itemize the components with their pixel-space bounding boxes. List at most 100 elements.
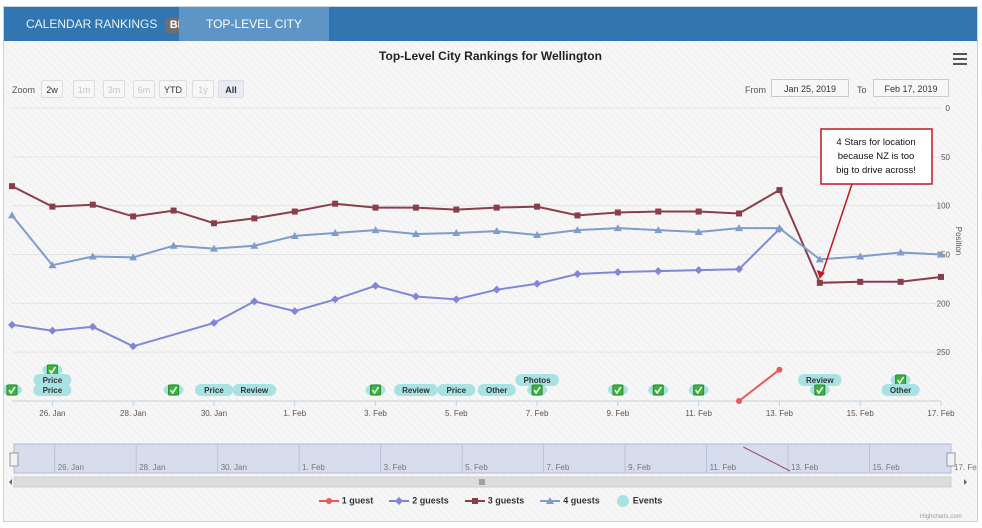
event-flag	[648, 384, 669, 396]
series-line	[12, 228, 781, 348]
x-tick-label: 1. Feb	[283, 409, 306, 418]
legend-symbol	[464, 498, 485, 504]
event-flag: Price	[437, 384, 476, 396]
data-point	[89, 201, 96, 208]
data-point	[613, 224, 622, 232]
event-flag	[809, 384, 830, 396]
event-check-box	[652, 384, 664, 396]
data-point	[492, 227, 501, 235]
x-tick-label: 15. Feb	[847, 409, 875, 418]
chart-legend: 1 guest 2 guests 3 guests 4 guests Events	[4, 495, 977, 507]
zoom-ytd-button[interactable]: YTD	[159, 80, 187, 98]
data-point	[291, 208, 298, 215]
zoom-2w-button[interactable]: 2w	[41, 80, 63, 98]
y-tick-label: 100	[937, 202, 951, 211]
from-date-input[interactable]: Jan 25, 2019	[771, 79, 849, 97]
x-tick-label: 9. Feb	[607, 409, 630, 418]
data-point	[371, 281, 380, 290]
tab-top-level-city-rankings[interactable]: TOP-LEVEL CITY RANKINGS	[179, 7, 329, 65]
callout-text-line: big to drive across!	[836, 165, 916, 176]
x-tick-label: 7. Feb	[526, 409, 549, 418]
event-check-box	[612, 384, 624, 396]
data-point	[411, 229, 420, 237]
zoom-6m-button[interactable]: 6m	[133, 80, 155, 98]
legend-item[interactable]: 1 guest	[318, 495, 373, 507]
event-flag-label: Other	[486, 386, 507, 395]
data-point	[574, 212, 581, 219]
event-flag-bubble	[798, 374, 842, 386]
callout-arrow	[821, 183, 853, 276]
y-tick-label: 200	[937, 299, 951, 308]
legend-symbol	[389, 497, 410, 505]
data-point	[412, 204, 419, 211]
navigator-left-handle[interactable]	[9, 452, 19, 467]
data-point	[130, 213, 137, 220]
data-point	[452, 229, 461, 237]
credits-link[interactable]: Highcharts.com	[920, 514, 962, 520]
data-point	[654, 226, 663, 234]
data-point	[9, 183, 15, 190]
scroll-left-arrow-icon	[9, 479, 12, 485]
chart-svg: 0 50 100 150 200 250 Position 26. Jan 28. Jan 30.…	[4, 104, 977, 488]
tab-label: CALENDAR RANKINGS	[26, 17, 158, 31]
hamburger-menu-icon[interactable]	[953, 53, 967, 65]
event-flag: Other	[477, 384, 516, 396]
event-flag-bubble	[515, 374, 559, 386]
event-flag: Price	[33, 384, 72, 396]
navigator-tick-label: 9. Feb	[628, 463, 651, 472]
legend-item[interactable]: Events	[616, 495, 663, 507]
navigator-tick-label: 3. Feb	[384, 463, 407, 472]
event-flag-label: Other	[890, 386, 911, 395]
data-point	[250, 297, 259, 306]
to-label: To	[857, 85, 867, 95]
event-flag: Photos	[515, 374, 559, 386]
chart-title: Top-Level City Rankings for Wellington	[379, 49, 602, 63]
zoom-3m-button[interactable]: 3m	[103, 80, 125, 98]
event-flag	[163, 384, 184, 396]
navigator-tick-label: 26. Jan	[58, 463, 84, 472]
event-flag: Price	[33, 374, 72, 386]
zoom-all-button[interactable]: All	[218, 80, 244, 98]
data-point	[614, 209, 621, 216]
navigator-tick-label: 11. Feb	[710, 463, 737, 472]
y-axis-label: Position	[954, 227, 963, 255]
legend-label: Events	[632, 495, 663, 506]
check-icon	[169, 386, 178, 395]
zoom-label: Zoom	[12, 85, 36, 95]
legend-label: 3 guests	[487, 495, 525, 506]
legend-label: 4 guests	[563, 495, 600, 506]
from-label: From	[745, 85, 766, 95]
legend-item[interactable]: 4 guests	[540, 495, 600, 507]
navigator-right-handle[interactable]	[946, 452, 956, 467]
zoom-1y-button[interactable]: 1y	[192, 80, 214, 98]
navigator-tick-label: 7. Feb	[547, 463, 570, 472]
event-flag: Other	[881, 384, 920, 396]
data-point	[290, 307, 299, 316]
event-check-box	[693, 384, 705, 396]
legend-item[interactable]: 3 guests	[464, 495, 525, 507]
event-flag-bubble	[394, 384, 438, 396]
data-point	[8, 320, 16, 329]
series-line	[12, 214, 942, 267]
legend-item[interactable]: 2 guests	[389, 495, 449, 507]
data-point	[735, 265, 744, 274]
navigator-selection	[13, 443, 952, 474]
check-icon	[896, 376, 905, 385]
x-tick-label: 26. Jan	[39, 409, 65, 418]
data-point	[290, 231, 299, 239]
data-point	[694, 228, 703, 236]
zoom-1m-button[interactable]: 1m	[73, 80, 95, 98]
data-point	[857, 278, 864, 285]
event-flag	[527, 384, 548, 396]
event-flag: Review	[798, 374, 842, 386]
to-date-input[interactable]: Feb 17, 2019	[873, 79, 949, 97]
x-tick-label: 13. Feb	[766, 409, 794, 418]
event-flag-label: Review	[241, 386, 269, 395]
event-check-box	[6, 384, 18, 396]
data-point	[735, 224, 744, 232]
series-4-guests	[12, 214, 942, 267]
data-point	[533, 230, 542, 238]
event-flag	[607, 384, 628, 396]
event-check-box	[814, 384, 826, 396]
data-point	[209, 318, 218, 327]
